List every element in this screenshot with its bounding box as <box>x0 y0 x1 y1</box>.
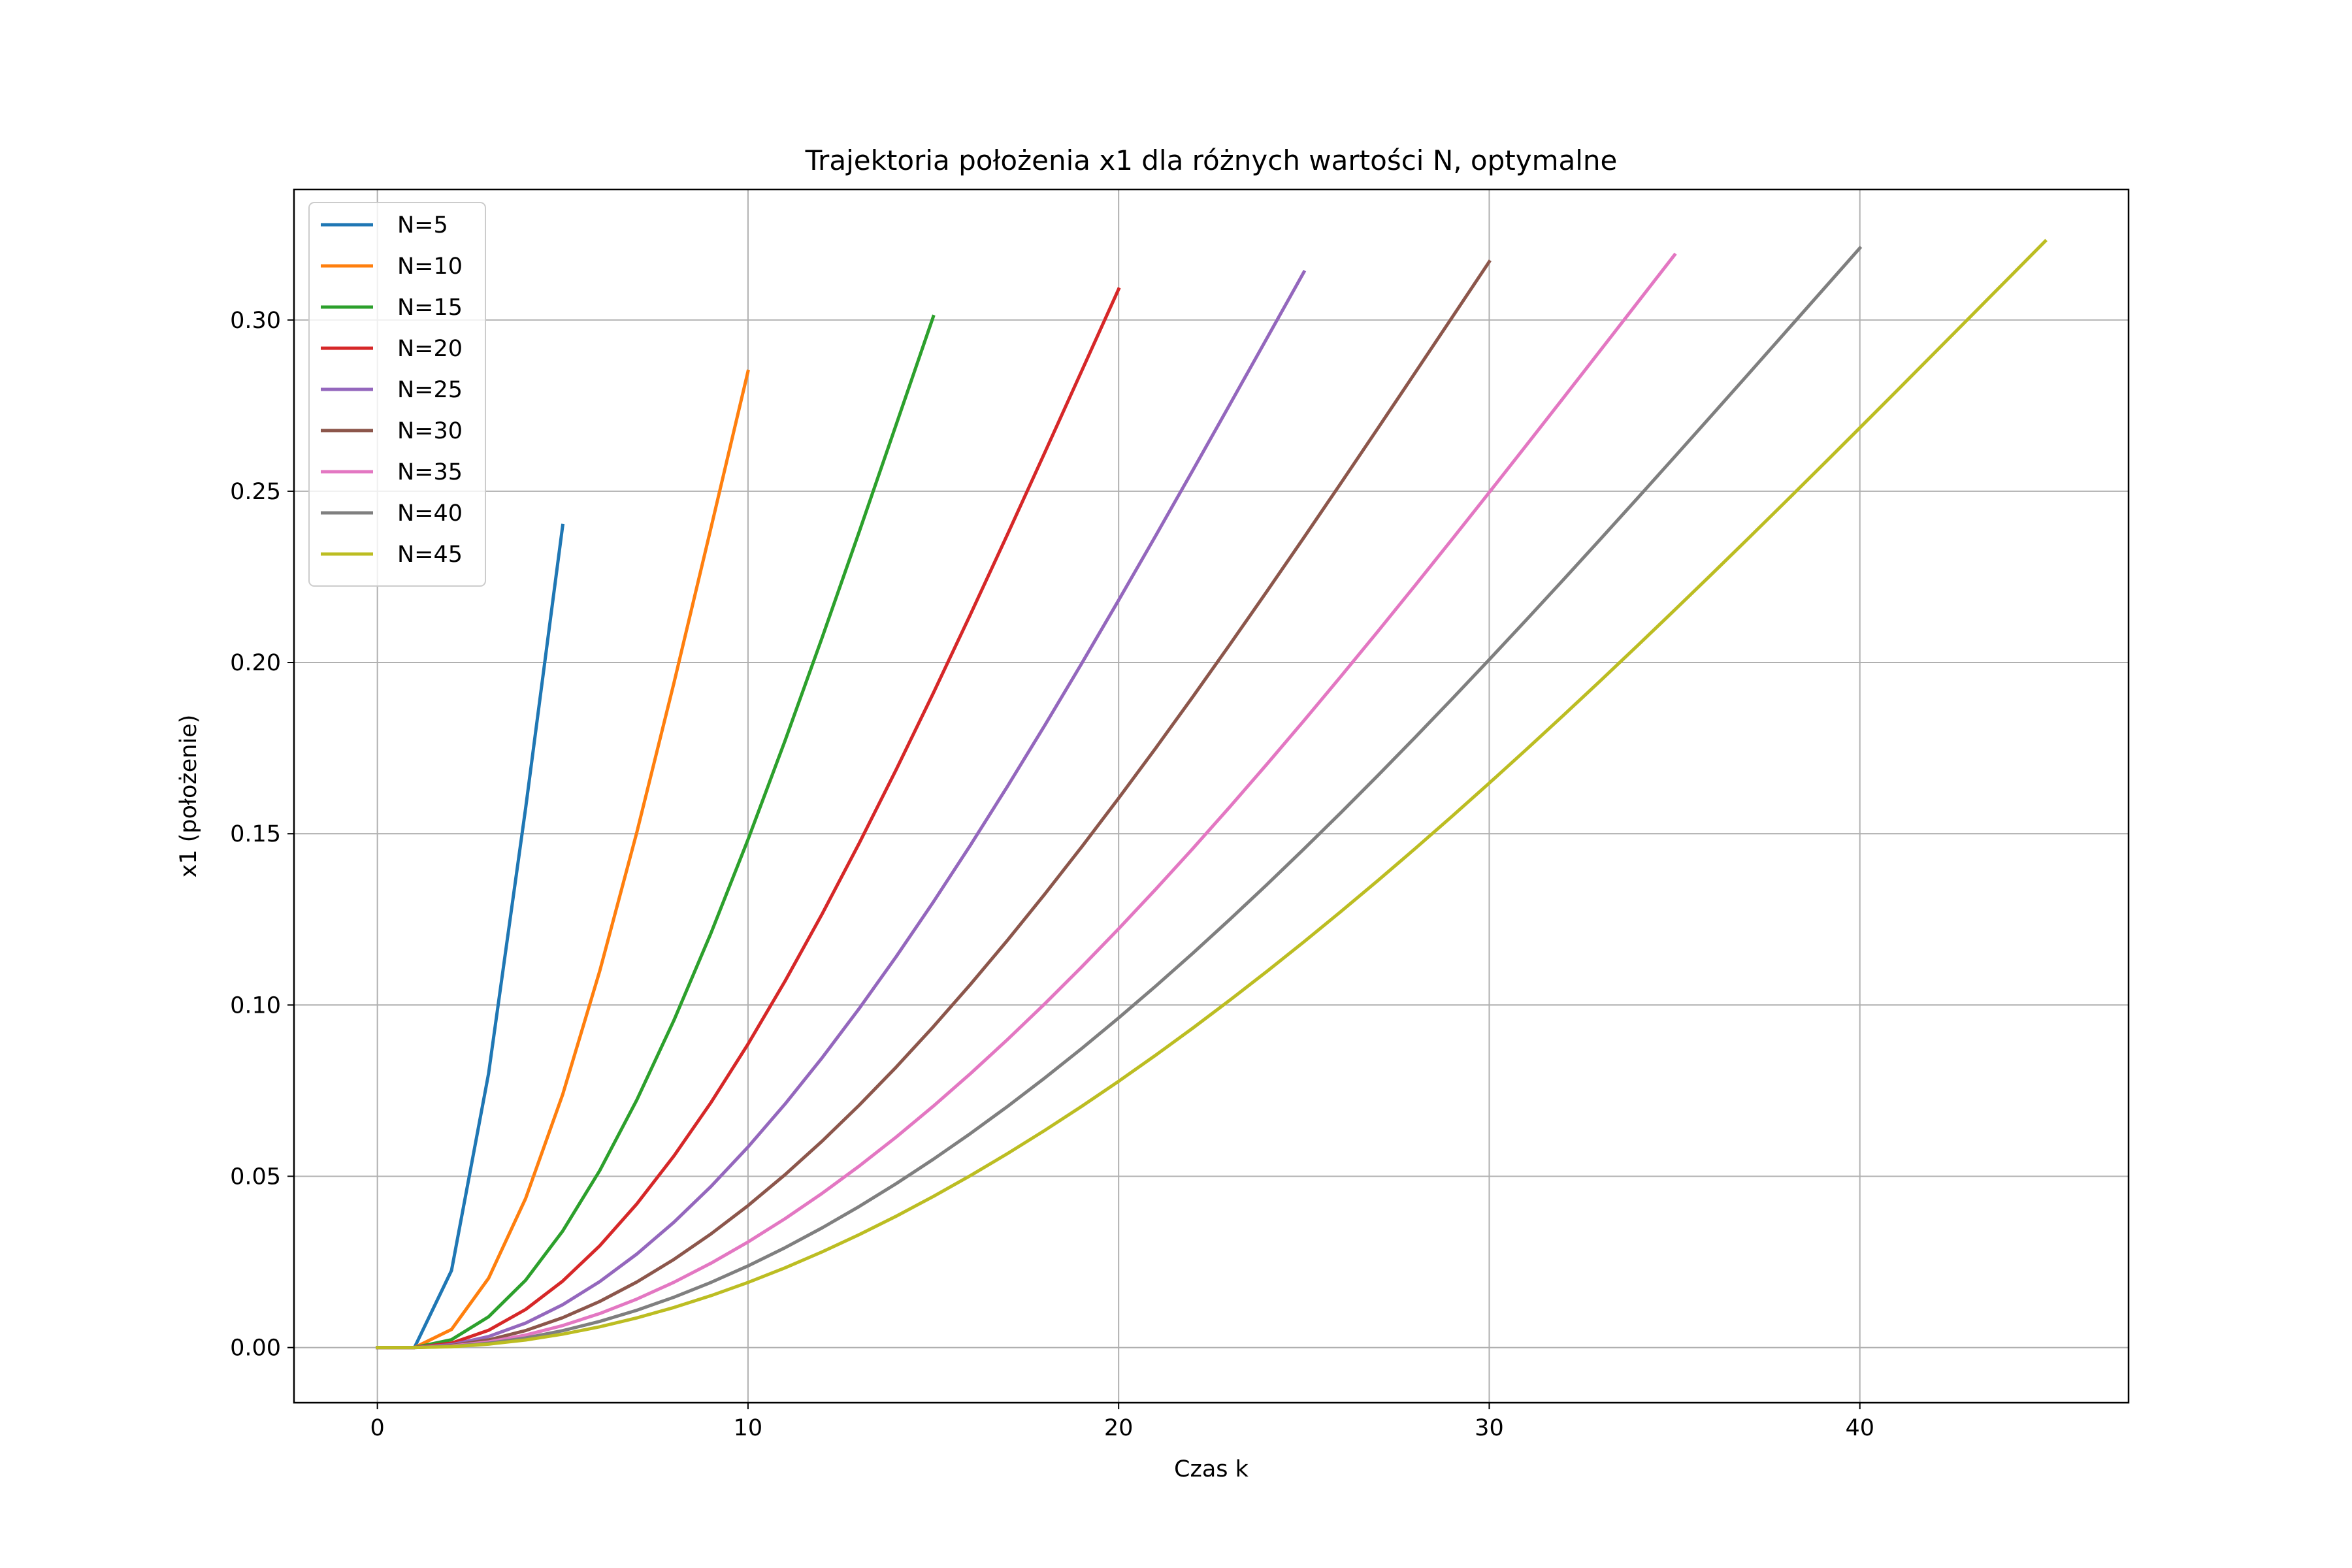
legend-label: N=35 <box>397 459 463 485</box>
legend-label: N=40 <box>397 500 463 527</box>
legend-label: N=10 <box>397 253 463 280</box>
x-tick-label: 10 <box>734 1415 763 1441</box>
y-tick-label: 0.10 <box>230 992 281 1019</box>
x-tick-label: 30 <box>1475 1415 1504 1441</box>
legend-label: N=15 <box>397 295 463 321</box>
series-line-n35 <box>376 252 1677 1350</box>
legend-label: N=25 <box>397 377 463 403</box>
legend-label: N=30 <box>397 418 463 444</box>
y-tick-label: 0.00 <box>230 1335 281 1362</box>
x-axis-label: Czas k <box>1174 1456 1249 1482</box>
legend: N=5 N=10 N=15 N=20 N=25 N=30 N=35 N=40 N=45 <box>308 202 486 587</box>
y-tick-label: 0.20 <box>230 650 281 676</box>
legend-label: N=5 <box>397 212 448 238</box>
legend-label: N=20 <box>397 336 463 362</box>
series-line-n25 <box>376 269 1307 1350</box>
y-tick-label: 0.15 <box>230 821 281 847</box>
series-line-n20 <box>376 287 1121 1350</box>
x-tick-label: 20 <box>1104 1415 1134 1441</box>
series-layer <box>376 238 2048 1350</box>
plot-frame <box>293 188 2130 1404</box>
series-line-n45 <box>376 238 2048 1350</box>
chart-title: Trajektoria położenia x1 dla różnych war… <box>805 144 1618 176</box>
x-tick-label: 40 <box>1845 1415 1874 1441</box>
y-axis-label: x1 (położenie) <box>176 715 202 878</box>
y-tick-label: 0.30 <box>230 308 281 334</box>
series-line-n40 <box>376 246 1863 1350</box>
y-tick-label: 0.25 <box>230 479 281 505</box>
legend-label: N=45 <box>397 542 463 568</box>
y-tick-label: 0.05 <box>230 1164 281 1190</box>
x-tick-label: 0 <box>370 1415 384 1441</box>
ticks: 0 10 20 30 40 0.00 0.05 0.10 0.15 0.20 0.25 0.30 <box>230 308 1874 1441</box>
series-line-n15 <box>376 314 936 1350</box>
series-line-n10 <box>376 369 750 1350</box>
series-line-n30 <box>376 259 1492 1350</box>
legend-box <box>308 202 486 587</box>
